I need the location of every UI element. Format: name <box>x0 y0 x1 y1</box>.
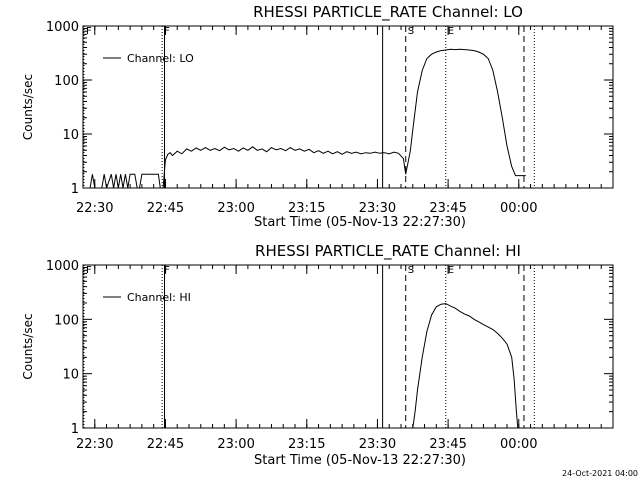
x-tick-label: 23:45 <box>429 201 466 216</box>
x-tick-label: 23:30 <box>359 437 396 452</box>
chart-panel-1: RHESSI PARTICLE_RATE Channel: HI Counts/s… <box>21 242 614 468</box>
y-tick-label: 100 <box>54 313 79 328</box>
x-tick-label: 23:15 <box>288 201 325 216</box>
x-tick-label: 23:00 <box>217 201 254 216</box>
x-tick-label: 23:00 <box>217 437 254 452</box>
y-tick-label: 1 <box>71 182 79 197</box>
x-tick-label: 23:45 <box>429 437 466 452</box>
legend-label: Channel: LO <box>127 52 194 65</box>
x-tick-label: 22:30 <box>76 437 113 452</box>
y-axis-label: Counts/sec <box>21 74 35 140</box>
x-tick-label: 00:00 <box>500 201 537 216</box>
x-tick-label: 22:45 <box>147 437 184 452</box>
chart-panel-0: RHESSI PARTICLE_RATE Channel: LO Counts/s… <box>21 3 614 230</box>
plot-frame <box>82 264 614 429</box>
chart-title: RHESSI PARTICLE_RATE Channel: HI <box>255 242 521 261</box>
x-tick-label: 00:00 <box>500 437 537 452</box>
y-tick-label: 1000 <box>46 20 79 35</box>
x-tick-label: 23:30 <box>359 201 396 216</box>
y-tick-label: 100 <box>54 74 79 89</box>
marker-label: F <box>164 26 170 37</box>
y-tick-label: 1000 <box>46 259 79 274</box>
footer-stamp: 24-Oct-2021 04:00 <box>562 469 638 478</box>
data-series-line <box>83 48 526 189</box>
marker-label: F <box>86 265 92 276</box>
legend-label: Channel: HI <box>127 291 191 304</box>
x-axis-label: Start Time (05-Nov-13 22:27:30) <box>254 453 466 468</box>
chart-title: RHESSI PARTICLE_RATE Channel: LO <box>253 3 523 22</box>
y-tick-label: 10 <box>62 368 79 383</box>
marker-label: S <box>408 265 414 276</box>
data-series-line <box>412 303 519 429</box>
y-tick-label: 1 <box>71 422 79 437</box>
y-tick-label: 10 <box>62 128 79 143</box>
marker-label: F <box>86 26 92 37</box>
x-tick-label: 22:30 <box>76 201 113 216</box>
x-tick-label: 22:45 <box>147 201 184 216</box>
plot-frame <box>82 25 614 189</box>
marker-label: F <box>164 265 170 276</box>
marker-label: E <box>448 26 454 37</box>
x-tick-label: 23:15 <box>288 437 325 452</box>
marker-label: E <box>448 265 454 276</box>
x-axis-label: Start Time (05-Nov-13 22:27:30) <box>254 215 466 230</box>
marker-label: S <box>408 26 414 37</box>
y-axis-label: Counts/sec <box>21 313 35 379</box>
